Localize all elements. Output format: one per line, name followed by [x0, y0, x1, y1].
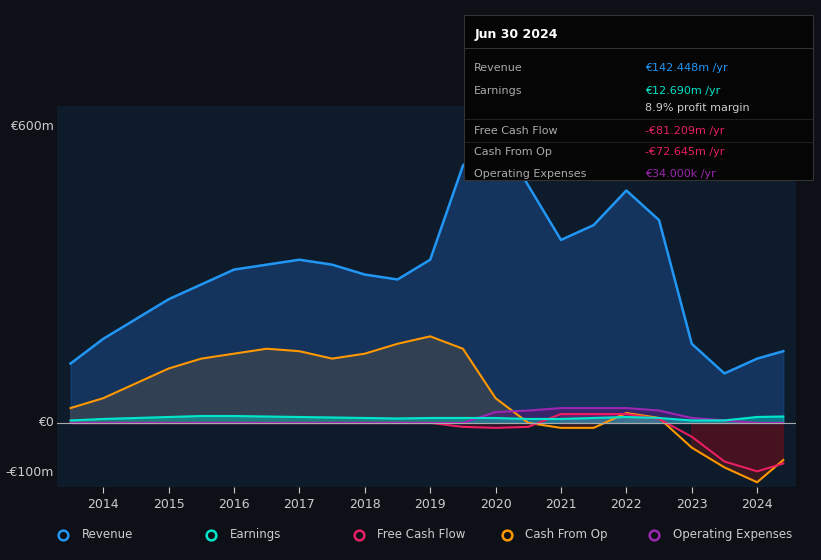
- Text: €0: €0: [38, 417, 54, 430]
- Text: Jun 30 2024: Jun 30 2024: [475, 29, 557, 41]
- Text: Free Cash Flow: Free Cash Flow: [378, 528, 466, 542]
- Text: Earnings: Earnings: [230, 528, 281, 542]
- Text: Operating Expenses: Operating Expenses: [673, 528, 792, 542]
- Text: €34.000k /yr: €34.000k /yr: [645, 169, 716, 179]
- Text: -€81.209m /yr: -€81.209m /yr: [645, 126, 725, 136]
- Text: -€72.645m /yr: -€72.645m /yr: [645, 147, 725, 157]
- Text: 8.9% profit margin: 8.9% profit margin: [645, 102, 750, 113]
- Text: €600m: €600m: [10, 120, 54, 133]
- Text: €12.690m /yr: €12.690m /yr: [645, 86, 721, 96]
- Text: Revenue: Revenue: [82, 528, 133, 542]
- Text: Operating Expenses: Operating Expenses: [475, 169, 587, 179]
- Text: €142.448m /yr: €142.448m /yr: [645, 63, 728, 73]
- Text: -€100m: -€100m: [6, 466, 54, 479]
- Text: Cash From Op: Cash From Op: [475, 147, 553, 157]
- Text: Earnings: Earnings: [475, 86, 523, 96]
- Text: Cash From Op: Cash From Op: [525, 528, 608, 542]
- Text: Revenue: Revenue: [475, 63, 523, 73]
- Text: Free Cash Flow: Free Cash Flow: [475, 126, 558, 136]
